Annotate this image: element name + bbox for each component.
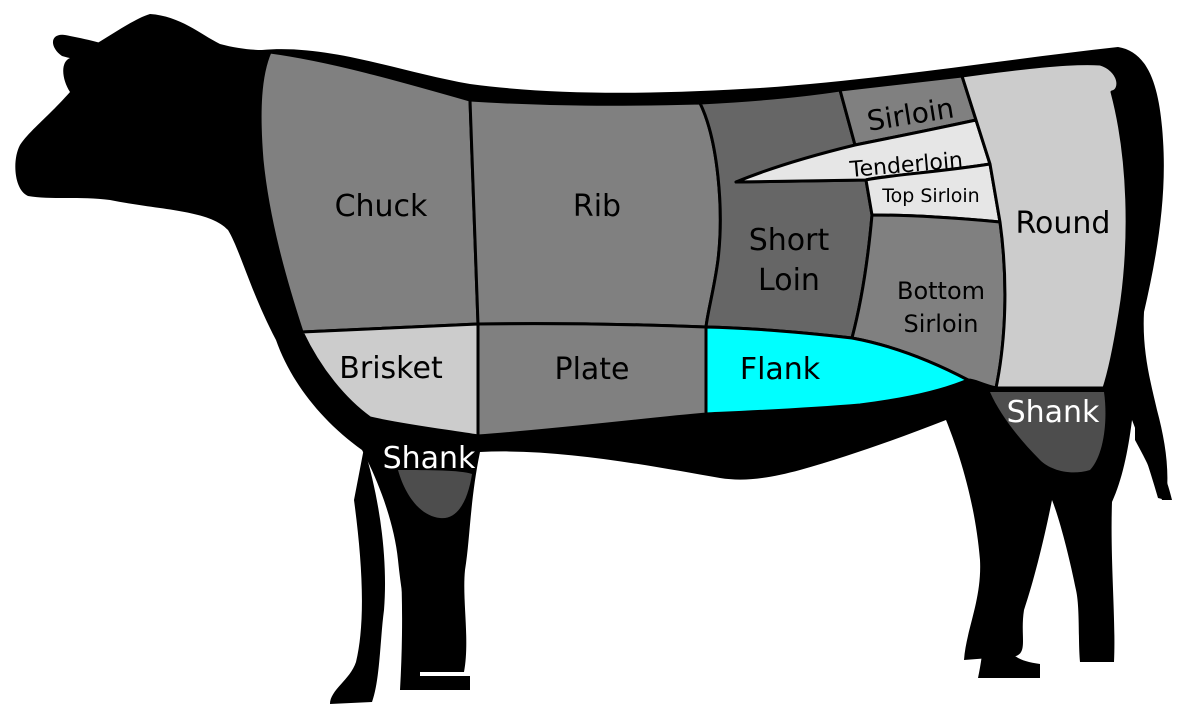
chuck-region[interactable]: [258, 50, 480, 334]
short-loin-label-line1: Short: [749, 223, 830, 258]
plate-label: Plate: [554, 352, 629, 387]
short-loin-region[interactable]: [698, 88, 874, 340]
fore-leg-front-silhouette: [396, 500, 470, 690]
short-loin-label-line2: Loin: [758, 263, 820, 298]
brisket-label: Brisket: [339, 351, 443, 386]
cow-ear-silhouette: [52, 34, 120, 60]
bottom-sirloin-label-line2: Sirloin: [904, 310, 979, 338]
hind-leg-silhouette: [940, 400, 1040, 678]
top-sirloin-label: Top Sirloin: [881, 185, 979, 207]
bottom-sirloin-region[interactable]: [850, 213, 1007, 390]
bottom-sirloin-label-line1: Bottom: [897, 277, 985, 305]
chuck-label: Chuck: [335, 189, 428, 224]
hind-shank-region[interactable]: [990, 392, 1106, 473]
hind-shank-label: Shank: [1007, 395, 1100, 430]
tail-tip-silhouette: [1135, 420, 1172, 500]
fore-leg-silhouette: [330, 448, 386, 704]
beef-cuts: [258, 50, 1129, 519]
fore-shank-label: Shank: [383, 441, 476, 476]
flank-label: Flank: [740, 352, 821, 387]
brisket-region[interactable]: [300, 322, 480, 438]
fore-shank-region[interactable]: [398, 470, 472, 519]
flank-region[interactable]: [704, 325, 970, 416]
round-region[interactable]: [960, 62, 1129, 390]
rib-label: Rib: [573, 189, 621, 224]
round-label: Round: [1016, 206, 1111, 241]
